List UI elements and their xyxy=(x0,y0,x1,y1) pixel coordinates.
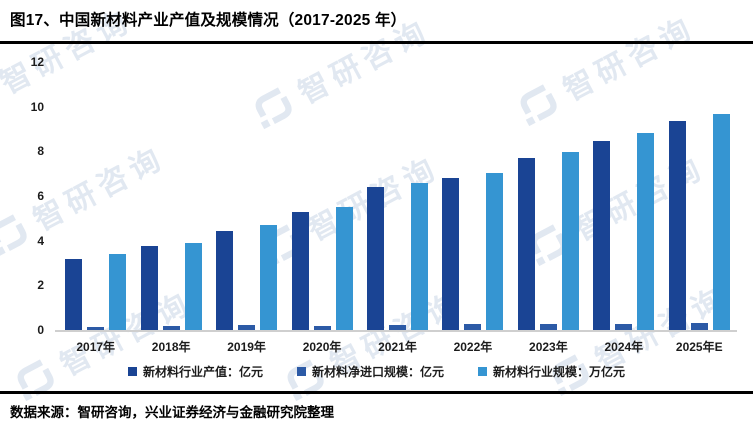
bar-series-1 xyxy=(238,325,256,330)
bar-series-1 xyxy=(87,326,105,330)
legend-swatch-icon xyxy=(127,367,137,376)
bar-series-2 xyxy=(637,133,655,330)
bar-series-2 xyxy=(712,114,730,330)
bar-group xyxy=(284,62,359,330)
title-divider xyxy=(0,41,753,44)
legend-label: 新材料行业产值：亿元 xyxy=(142,365,263,379)
bar-series-0 xyxy=(216,230,234,330)
legend-label: 新材料净进口规模：亿元 xyxy=(311,365,444,379)
bar-series-0 xyxy=(593,141,611,330)
bar-group xyxy=(662,62,737,330)
bar-group xyxy=(58,62,133,330)
bar-series-2 xyxy=(561,152,579,330)
bar-series-2 xyxy=(184,242,202,330)
bar-series-1 xyxy=(388,325,406,330)
bar-group xyxy=(360,62,435,330)
legend-item-2: 新材料行业规模：万亿元 xyxy=(478,363,625,380)
legend-swatch-icon xyxy=(478,367,487,376)
bar-series-1 xyxy=(162,325,180,330)
bar-series-1 xyxy=(464,324,482,330)
bar-series-0 xyxy=(442,178,460,330)
y-tick-label: 0 xyxy=(37,323,44,337)
x-tick-label: 2022年 xyxy=(453,340,493,354)
bar-series-0 xyxy=(668,121,686,330)
y-tick-label: 4 xyxy=(37,233,44,248)
bar-series-2 xyxy=(410,182,428,330)
x-tick-label: 2023年 xyxy=(529,340,568,354)
bar-series-2 xyxy=(109,254,127,330)
data-source-note: 数据来源：智研咨询，兴业证券经济与金融研究院整理 xyxy=(10,405,334,420)
legend-item-0: 新材料行业产值：亿元 xyxy=(127,363,263,380)
x-tick-label: 2021年 xyxy=(378,340,417,354)
bar-group xyxy=(209,62,284,330)
legend: 新材料行业产值：亿元 新材料净进口规模：亿元 新材料行业规模：万亿元 xyxy=(0,363,753,380)
bar-group xyxy=(586,62,661,330)
bar-series-2 xyxy=(486,172,504,330)
legend-item-1: 新材料净进口规模：亿元 xyxy=(296,363,444,380)
bar-series-0 xyxy=(291,211,309,330)
bar-group xyxy=(511,62,586,330)
y-tick-label: 8 xyxy=(37,144,44,159)
x-tick-label: 2025年E xyxy=(675,340,723,354)
legend-swatch-icon xyxy=(296,367,306,376)
bar-group xyxy=(133,62,208,330)
bar-group xyxy=(435,62,510,330)
y-tick-label: 12 xyxy=(30,55,44,69)
y-tick-label: 10 xyxy=(30,99,44,114)
bar-series-1 xyxy=(313,325,331,330)
bar-series-0 xyxy=(366,187,384,330)
bar-series-0 xyxy=(517,158,535,330)
bar-series-1 xyxy=(690,323,708,330)
x-tick-label: 2020年 xyxy=(302,340,342,354)
x-axis-line xyxy=(55,330,737,332)
y-tick-label: 6 xyxy=(37,189,44,203)
bar-chart: 0 2 4 6 8 10 12 新材料行业产值：亿元 新材料净进口规模：亿元 新材料行业规模：万… xyxy=(0,44,753,391)
bar-series-2 xyxy=(260,225,278,330)
bar-series-2 xyxy=(335,207,353,330)
bar-series-1 xyxy=(539,323,557,330)
y-tick-label: 2 xyxy=(37,278,44,293)
x-tick-label: 2018年 xyxy=(151,340,191,354)
legend-label: 新材料行业规模：万亿元 xyxy=(493,365,626,379)
y-axis-labels: 0 2 4 6 8 10 12 xyxy=(0,55,48,337)
x-tick-label: 2017年 xyxy=(76,340,116,354)
bar-series-1 xyxy=(615,323,633,330)
x-tick-label: 2024年 xyxy=(604,340,644,354)
bar-series-0 xyxy=(140,246,158,330)
x-tick-label: 2019年 xyxy=(227,340,266,354)
bar-series-0 xyxy=(65,258,83,330)
footer-divider xyxy=(0,391,753,394)
figure-title: 图17、中国新材料产业产值及规模情况（2017-2025 年） xyxy=(10,12,407,29)
